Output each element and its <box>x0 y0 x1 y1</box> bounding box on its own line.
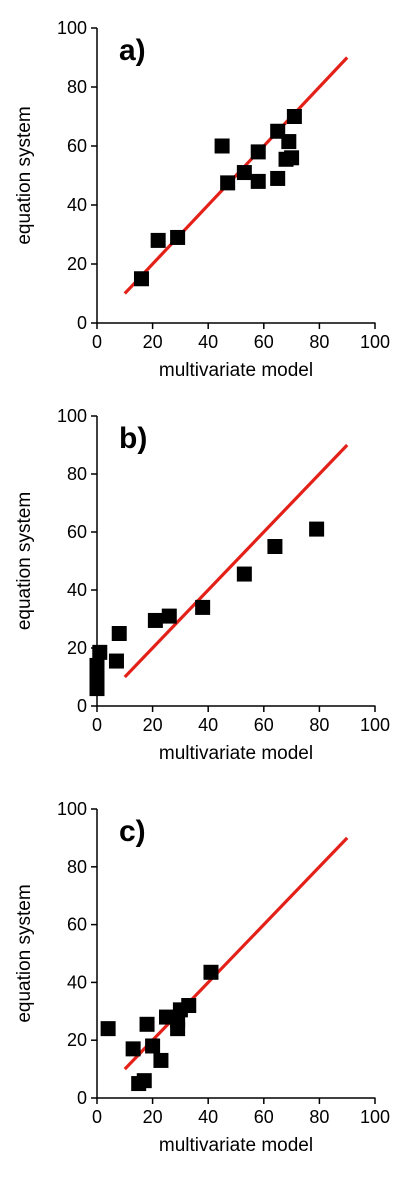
data-point <box>270 170 286 186</box>
y-tick-label: 80 <box>67 77 87 97</box>
y-tick-label: 60 <box>67 522 87 542</box>
x-axis-label: multivariate model <box>159 360 313 381</box>
y-axis-label: equation system <box>14 106 35 244</box>
x-tick-label: 100 <box>360 332 390 352</box>
y-tick-label: 0 <box>77 1088 87 1108</box>
x-axis-label: multivariate model <box>159 743 313 764</box>
x-tick-label: 60 <box>254 332 274 352</box>
scatter-panel-1: 0 20 40 60 80 100 0 20 40 60 80 100 multivariate mod… <box>14 18 390 381</box>
data-point <box>147 612 163 628</box>
x-tick-label: 40 <box>198 332 218 352</box>
y-tick-label: 60 <box>67 915 87 935</box>
y-tick-label: 100 <box>57 406 87 426</box>
data-point <box>195 599 211 615</box>
data-point <box>214 138 230 154</box>
scatter-panel-2: 0 20 40 60 80 100 0 20 40 60 80 100 multivariate mod… <box>14 406 390 764</box>
x-tick-label: 0 <box>92 715 102 735</box>
data-point <box>100 1021 116 1037</box>
x-tick-label: 60 <box>254 715 274 735</box>
data-point <box>203 964 219 980</box>
data-point <box>181 998 197 1014</box>
data-point <box>286 109 302 124</box>
y-axis-label: equation system <box>14 492 35 630</box>
x-tick-label: 40 <box>198 715 218 735</box>
y-tick-label: 20 <box>67 638 87 658</box>
x-tick-label: 0 <box>92 1107 102 1127</box>
y-tick-label: 20 <box>67 1030 87 1050</box>
data-point <box>153 1052 169 1068</box>
scatter-panel-3: 0 20 40 60 80 100 0 20 40 60 80 100 multivariate mod… <box>14 799 390 1156</box>
y-tick-label: 60 <box>67 136 87 156</box>
data-point <box>309 521 325 537</box>
y-tick-label: 100 <box>57 799 87 819</box>
y-tick-label: 0 <box>77 696 87 716</box>
y-axis-label: equation system <box>14 884 35 1022</box>
data-point <box>89 657 105 673</box>
data-point <box>133 271 149 287</box>
x-tick-label: 40 <box>198 1107 218 1127</box>
y-tick-label: 40 <box>67 195 87 215</box>
y-tick-label: 80 <box>67 464 87 484</box>
data-point <box>250 173 266 189</box>
panel-label: c) <box>119 815 146 848</box>
data-point <box>236 165 252 181</box>
reference-line <box>123 56 349 295</box>
data-point <box>139 1016 155 1032</box>
data-point <box>136 1073 152 1089</box>
data-point <box>281 134 297 150</box>
x-tick-label: 80 <box>309 332 329 352</box>
reference-line <box>123 443 349 679</box>
y-tick-label: 40 <box>67 972 87 992</box>
y-tick-label: 0 <box>77 313 87 333</box>
data-point <box>170 229 186 245</box>
data-point <box>236 566 252 582</box>
y-tick-label: 100 <box>57 18 87 38</box>
x-tick-label: 100 <box>360 1107 390 1127</box>
data-point <box>284 150 300 166</box>
y-tick-label: 20 <box>67 254 87 274</box>
data-point <box>125 1041 141 1057</box>
data-point <box>250 144 266 160</box>
x-tick-label: 80 <box>309 1107 329 1127</box>
data-point <box>111 626 127 641</box>
data-point <box>145 1038 161 1054</box>
data-point <box>92 644 108 660</box>
x-tick-label: 60 <box>254 1107 274 1127</box>
panel-label: b) <box>119 422 147 455</box>
x-tick-label: 0 <box>92 332 102 352</box>
x-tick-label: 100 <box>360 715 390 735</box>
x-axis-label: multivariate model <box>159 1135 313 1156</box>
data-point <box>267 539 283 554</box>
data-point <box>161 608 177 624</box>
y-tick-label: 40 <box>67 580 87 600</box>
panel-label: a) <box>119 34 146 67</box>
data-point <box>150 232 166 248</box>
x-tick-label: 20 <box>143 332 163 352</box>
x-tick-label: 20 <box>143 715 163 735</box>
data-point <box>220 175 236 191</box>
reference-line <box>123 836 349 1071</box>
x-tick-label: 80 <box>309 715 329 735</box>
y-tick-label: 80 <box>67 857 87 877</box>
data-point <box>108 653 124 669</box>
x-tick-label: 20 <box>143 1107 163 1127</box>
